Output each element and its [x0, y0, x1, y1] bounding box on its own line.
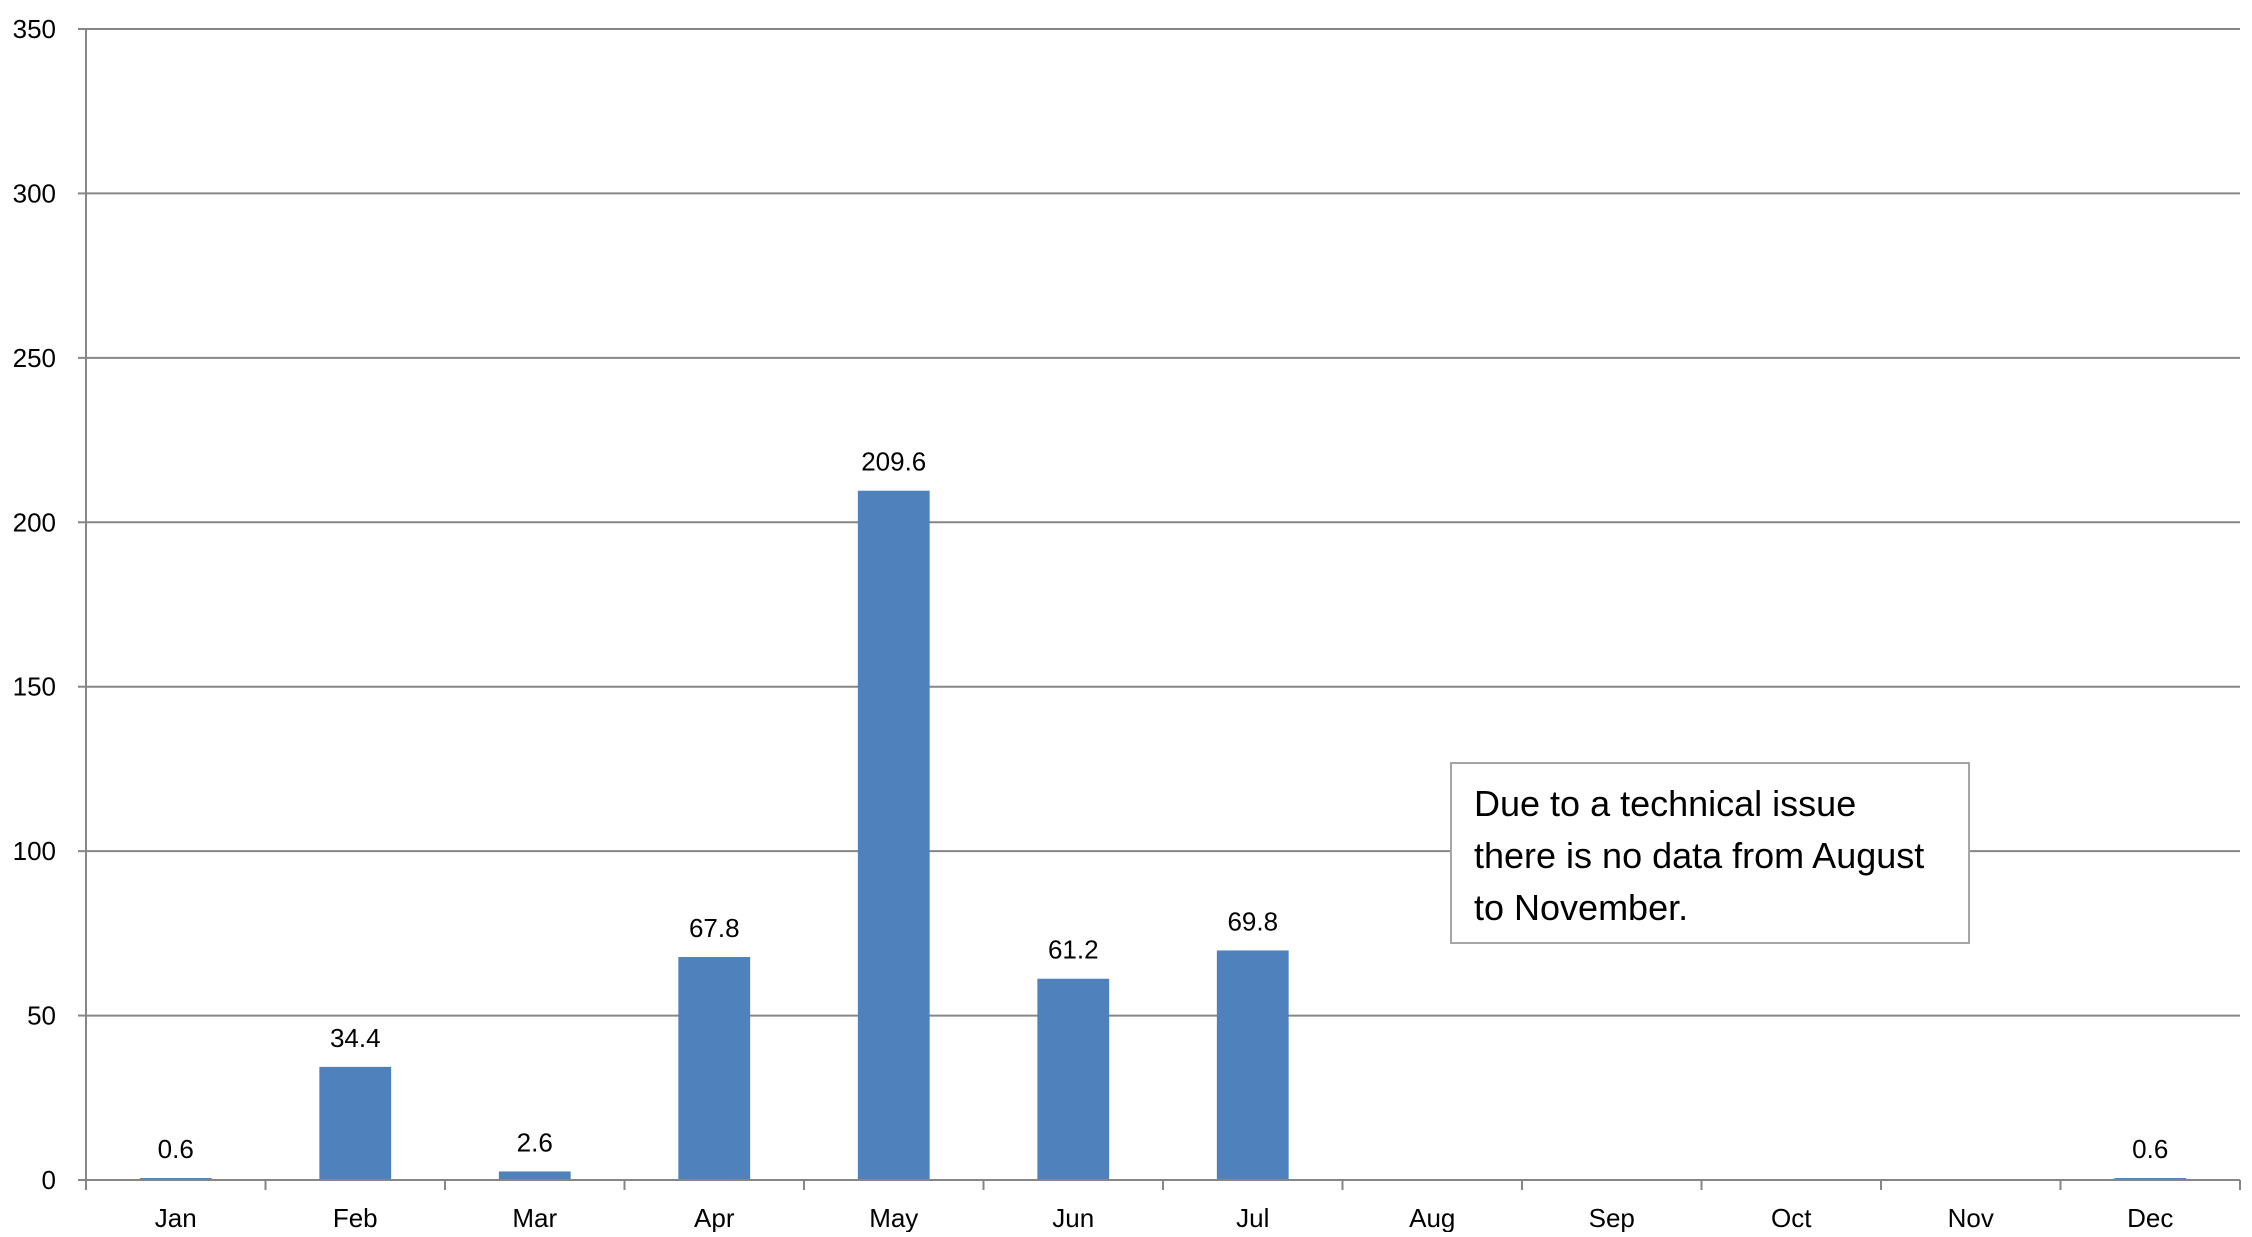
- x-axis-tick-labels: Jan Feb Mar Apr May Jun Jul Aug Sep Oct Nov Dec: [155, 1203, 2174, 1233]
- x-tick-label-sep: Sep: [1589, 1203, 1635, 1232]
- x-tick-label-jul: Jul: [1236, 1203, 1269, 1232]
- y-tick-label: 100: [13, 836, 56, 866]
- bar-jul: [1216, 950, 1289, 1180]
- bar-feb: [319, 1066, 392, 1180]
- x-tick-label-jun: Jun: [1052, 1203, 1094, 1232]
- x-tick-label-nov: Nov: [1948, 1203, 1994, 1232]
- y-tick-label: 0: [42, 1165, 56, 1195]
- x-tick-label-dec: Dec: [2127, 1203, 2173, 1232]
- axes: [78, 28, 2241, 1190]
- data-label-jul: 69.8: [1227, 906, 1278, 936]
- bar-may: [857, 490, 930, 1180]
- data-label-jun: 61.2: [1048, 935, 1099, 965]
- y-tick-label: 200: [13, 507, 56, 537]
- x-tick-label-may: May: [869, 1203, 918, 1232]
- annotation-textbox: Due to a technical issue there is no dat…: [1450, 762, 1970, 944]
- x-tick-label-jan: Jan: [155, 1203, 197, 1232]
- data-label-feb: 34.4: [330, 1023, 381, 1053]
- data-label-mar: 2.6: [517, 1127, 553, 1157]
- data-label-jan: 0.6: [158, 1134, 194, 1164]
- y-tick-label: 250: [13, 343, 56, 373]
- x-tick-label-mar: Mar: [512, 1203, 557, 1232]
- x-tick-label-aug: Aug: [1409, 1203, 1455, 1232]
- bar-mar: [498, 1171, 571, 1180]
- bar-jun: [1037, 978, 1110, 1180]
- data-label-dec: 0.6: [2132, 1134, 2168, 1164]
- gridlines: [86, 28, 2240, 1017]
- y-tick-label: 350: [13, 14, 56, 44]
- bar-apr: [678, 957, 751, 1180]
- y-tick-label: 300: [13, 178, 56, 208]
- y-tick-label: 150: [13, 672, 56, 702]
- data-labels: 0.6 34.4 2.6 67.8 209.6 61.2 69.8 0.6: [158, 447, 2169, 1164]
- x-tick-label-apr: Apr: [694, 1203, 735, 1232]
- y-tick-label: 50: [27, 1001, 56, 1031]
- x-tick-label-feb: Feb: [333, 1203, 378, 1232]
- y-axis-tick-labels: 0 50 100 150 200 250 300 350: [13, 14, 56, 1195]
- x-tick-label-oct: Oct: [1771, 1203, 1812, 1232]
- data-label-apr: 67.8: [689, 913, 740, 943]
- data-label-may: 209.6: [861, 447, 926, 477]
